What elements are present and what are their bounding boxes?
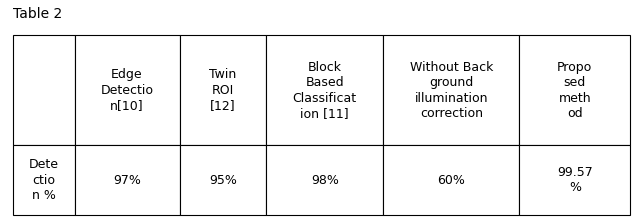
- Text: 95%: 95%: [209, 173, 237, 187]
- Bar: [74, 145, 180, 215]
- Text: Propo
sed
meth
od: Propo sed meth od: [557, 60, 593, 120]
- Bar: [383, 35, 519, 145]
- Text: Table 2: Table 2: [13, 7, 62, 21]
- Bar: [180, 35, 266, 145]
- Text: Without Back
ground
illumination
correction: Without Back ground illumination correct…: [410, 60, 493, 120]
- Text: 97%: 97%: [113, 173, 141, 187]
- Text: 98%: 98%: [311, 173, 339, 187]
- Text: 60%: 60%: [437, 173, 465, 187]
- Bar: [266, 145, 383, 215]
- Text: Dete
ctio
n %: Dete ctio n %: [29, 158, 59, 202]
- Text: Twin
ROI
[12]: Twin ROI [12]: [209, 68, 236, 112]
- Text: Edge
Detectio
n[10]: Edge Detectio n[10]: [100, 68, 154, 112]
- Bar: [180, 145, 266, 215]
- Bar: [519, 145, 630, 215]
- Bar: [13, 35, 74, 145]
- Text: 99.57
%: 99.57 %: [557, 166, 593, 194]
- Bar: [13, 145, 74, 215]
- Bar: [74, 35, 180, 145]
- Text: Block
Based
Classificat
ion [11]: Block Based Classificat ion [11]: [292, 60, 356, 120]
- Bar: [383, 145, 519, 215]
- Bar: [266, 35, 383, 145]
- Bar: [519, 35, 630, 145]
